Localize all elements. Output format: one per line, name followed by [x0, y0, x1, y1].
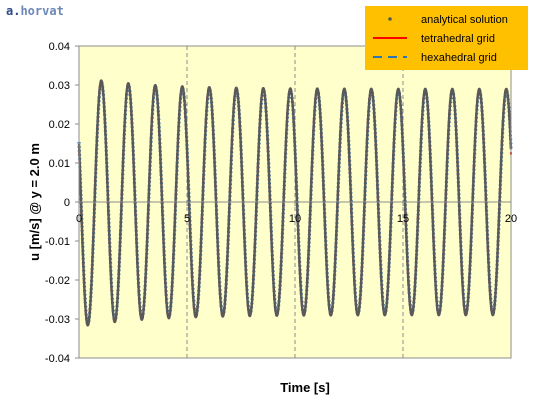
legend-label: tetrahedral grid — [421, 33, 495, 45]
y-tick-label: 0.04 — [49, 41, 70, 53]
y-tick-label: 0 — [64, 197, 70, 209]
y-tick-label: -0.01 — [45, 236, 70, 248]
legend: analytical solution tetrahedral grid hexah… — [365, 6, 528, 70]
watermark-part1: a. — [6, 4, 21, 18]
series-group — [77, 79, 513, 327]
watermark-part2: horvat — [20, 4, 64, 18]
y-tick-label: -0.04 — [45, 353, 70, 365]
series-line-1 — [77, 79, 513, 327]
y-tick-label: 0.03 — [49, 80, 70, 92]
y-tick-label: 0.02 — [49, 119, 70, 131]
legend-label: analytical solution — [421, 14, 508, 26]
x-tick-label: 0 — [76, 213, 82, 225]
watermark: a.horvat — [6, 4, 64, 18]
x-tick-labels: 0 5 10 15 20 — [76, 202, 517, 225]
y-tick-label: 0.01 — [49, 158, 70, 170]
y-axis-label: u [m/s] @ y = 2.0 m — [27, 143, 42, 261]
legend-label: hexahedral grid — [421, 52, 497, 64]
x-tick-label: 10 — [289, 213, 301, 225]
x-tick-label: 15 — [397, 213, 409, 225]
y-tick-labels: 0.04 0.03 0.02 0.01 0 -0.01 -0.02 -0.03 -0.04 — [45, 41, 79, 365]
x-tick-label: 5 — [184, 213, 190, 225]
y-tick-label: -0.03 — [45, 314, 70, 326]
y-tick-label: -0.02 — [45, 275, 70, 287]
x-axis-label: Time [s] — [280, 380, 330, 395]
legend-swatch — [388, 17, 392, 21]
x-tick-label: 20 — [505, 213, 517, 225]
